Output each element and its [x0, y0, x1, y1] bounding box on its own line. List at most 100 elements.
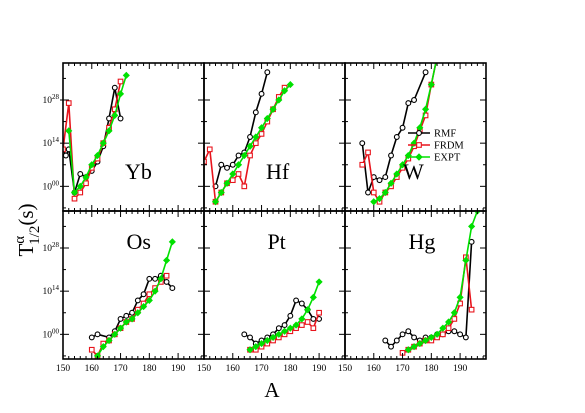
- point-rmf-pt-1: [247, 334, 253, 341]
- x-tick-label: 170: [254, 364, 269, 374]
- point-frdm-w-2: [370, 189, 377, 196]
- point-expt-w-5: [398, 161, 407, 169]
- point-rmf-hf-3: [229, 161, 236, 168]
- point-expt-w-1: [375, 195, 384, 203]
- point-rmf-os-7: [134, 297, 141, 304]
- point-expt-yb-4: [88, 161, 96, 169]
- point-expt-hf-13: [286, 81, 294, 89]
- point-expt-hg-1: [410, 343, 418, 351]
- point-rmf-os-8: [140, 291, 147, 298]
- point-expt-hf-10: [269, 105, 277, 113]
- point-frdm-hf-10: [258, 131, 265, 137]
- point-frdm-yb-1: [65, 100, 72, 106]
- point-frdm-hf-1: [206, 146, 213, 153]
- panel-pt: Pt: [203, 210, 346, 360]
- point-rmf-hg-4: [405, 328, 412, 335]
- series-expt-yb: [65, 71, 130, 197]
- point-rmf-w-0: [359, 140, 366, 147]
- x-tick-label: 190: [312, 364, 327, 374]
- x-axis-label: A: [264, 378, 280, 402]
- point-rmf-hf-8: [258, 90, 265, 97]
- point-rmf-hg-0: [382, 337, 389, 344]
- point-frdm-w-0: [359, 161, 366, 168]
- point-frdm-yb-3: [77, 189, 84, 196]
- y-axis-label: Tα1/2(s): [12, 203, 43, 256]
- y-tick-label: 1028: [43, 241, 60, 254]
- point-expt-os-9: [145, 296, 153, 304]
- panel-yb-element-label: Yb: [125, 159, 152, 184]
- point-expt-os-8: [140, 303, 148, 311]
- panel-hf-element-label: Hf: [266, 159, 290, 184]
- panel-pt-element-label: Pt: [267, 229, 285, 254]
- legend-item-rmf: RMF: [408, 129, 456, 140]
- point-expt-hg-11: [468, 222, 476, 230]
- x-tick-label: 150: [338, 364, 353, 374]
- point-rmf-os-12: [163, 278, 170, 285]
- x-tick-label: 190: [453, 364, 468, 374]
- legend-item-frdm: FRDM: [408, 141, 464, 152]
- point-expt-yb-9: [116, 90, 125, 98]
- point-expt-hf-11: [275, 96, 283, 104]
- point-frdm-pt-11: [310, 325, 317, 332]
- panel-hf-frame: [203, 62, 346, 212]
- x-tick-label: 160: [367, 364, 382, 374]
- panel-w: W: [344, 54, 487, 212]
- point-frdm-hf-9: [252, 140, 259, 147]
- x-tick-label: 170: [395, 364, 410, 374]
- legend-marker: [416, 130, 422, 136]
- point-expt-pt-4: [269, 333, 277, 341]
- panel-hf-ticks: [203, 63, 345, 211]
- point-frdm-yb-10: [117, 78, 124, 85]
- point-rmf-os-0: [88, 334, 95, 341]
- point-rmf-pt-7: [281, 322, 288, 329]
- point-expt-pt-3: [263, 336, 271, 345]
- point-expt-hg-2: [416, 340, 424, 348]
- point-rmf-w-7: [399, 124, 406, 131]
- panel-pt-ticks: [203, 211, 345, 359]
- y-tick-label: 1014: [43, 136, 60, 149]
- point-rmf-w-1: [365, 189, 371, 196]
- x-tick-label: 160: [226, 364, 241, 374]
- panel-w-plot: [359, 54, 440, 206]
- panel-hg-plot: [382, 211, 481, 356]
- point-frdm-pt-9: [298, 322, 305, 328]
- point-expt-hg-7: [445, 318, 453, 326]
- point-expt-hf-8: [257, 124, 266, 132]
- legend-label: EXPT: [434, 153, 461, 164]
- point-frdm-hg-9: [451, 316, 458, 322]
- panel-hf: Hf: [203, 62, 346, 212]
- point-expt-os-12: [163, 256, 171, 264]
- y-tick-label: 1000: [43, 179, 60, 192]
- point-frdm-pt-10: [304, 319, 311, 325]
- point-rmf-hf-2: [224, 164, 230, 171]
- point-expt-w-2: [381, 188, 389, 197]
- x-tick-label: 180: [142, 364, 157, 374]
- point-frdm-hf-5: [229, 177, 236, 184]
- point-frdm-yb-4: [83, 180, 89, 187]
- point-expt-yb-2: [76, 182, 84, 190]
- point-expt-hg-4: [427, 333, 435, 341]
- legend-label: RMF: [434, 129, 456, 140]
- point-frdm-os-13: [163, 272, 170, 279]
- point-rmf-os-9: [146, 275, 153, 282]
- point-expt-w-11: [434, 54, 440, 60]
- x-tick-label: 170: [113, 364, 128, 374]
- point-expt-hf-7: [252, 133, 260, 141]
- series-rmf-hf: [212, 69, 271, 190]
- series-rmf-os: [88, 272, 176, 341]
- point-expt-os-3: [111, 330, 119, 338]
- point-expt-yb-5: [93, 151, 102, 160]
- point-rmf-hf-6: [247, 134, 253, 140]
- point-rmf-w-8: [405, 100, 412, 107]
- panels-layer: Yb Hf W Os Pt Hg: [60, 54, 487, 360]
- point-expt-pt-0: [246, 346, 254, 354]
- line-rmf-os: [91, 274, 173, 339]
- panel-w-frame: [344, 62, 487, 212]
- point-rmf-w-5: [388, 152, 394, 159]
- line-rmf-hg: [384, 241, 473, 348]
- point-rmf-yb-4: [77, 171, 84, 177]
- point-expt-pt-8: [292, 321, 300, 329]
- point-frdm-hg-7: [439, 331, 446, 338]
- point-rmf-hf-1: [218, 161, 225, 168]
